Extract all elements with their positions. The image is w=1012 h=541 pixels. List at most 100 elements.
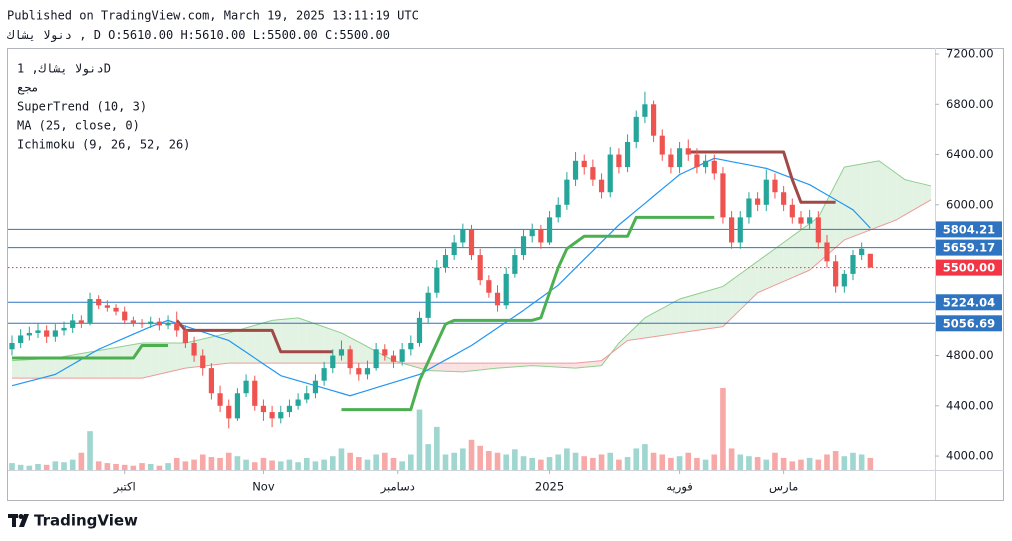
level-label: 5224.04	[943, 295, 995, 309]
volume-bar	[147, 463, 154, 470]
cloud-segment	[116, 346, 125, 379]
volume-bar	[503, 454, 509, 470]
cloud-segment	[783, 236, 793, 282]
volume-bar	[61, 462, 67, 470]
volume-bar	[564, 448, 570, 470]
candle-body	[755, 198, 761, 205]
open-value: O:5610.00	[108, 28, 173, 42]
candle-body	[512, 255, 518, 274]
volume-bar	[815, 459, 822, 470]
volume-bar	[841, 456, 848, 470]
volume-bar	[642, 444, 648, 470]
volume-bar	[217, 457, 223, 470]
candle-body	[278, 412, 284, 419]
cloud-segment	[462, 363, 472, 372]
cloud-segment	[55, 356, 65, 379]
volume-bar	[329, 456, 336, 470]
volume-bar	[468, 439, 475, 470]
volume-bar	[35, 463, 41, 470]
cloud-segment	[254, 322, 264, 364]
published-line: Published on TradingView.com, March 19, …	[7, 9, 419, 23]
cloud-segment	[905, 179, 914, 215]
cloud-segment	[575, 362, 585, 369]
candle-body	[139, 322, 145, 325]
cloud-segment	[237, 327, 247, 364]
volume-bar	[347, 452, 353, 470]
volume-bar	[702, 459, 709, 470]
volume-bar	[486, 451, 492, 470]
candle-body	[122, 311, 128, 321]
logo-slash	[19, 514, 29, 527]
volume-bar	[616, 459, 622, 470]
cloud-segment	[81, 352, 91, 379]
cloud-segment	[280, 318, 290, 364]
candle-body	[694, 154, 700, 168]
candle-body	[572, 160, 579, 180]
cloud-segment	[549, 363, 559, 368]
volume-bar	[624, 457, 631, 470]
candle-body	[633, 116, 639, 142]
candle-body	[720, 173, 726, 218]
cloud-segment	[792, 229, 801, 278]
candle-body	[408, 342, 414, 350]
cloud-segment	[662, 303, 671, 336]
cloud-segment	[358, 342, 368, 364]
cloud-segment	[558, 363, 567, 368]
candle-body	[520, 236, 527, 256]
candle-body	[416, 317, 423, 343]
level-label-box	[936, 259, 1002, 276]
volume-bar	[26, 465, 33, 470]
legend-symbol: دنولا يشاك, 1D	[17, 62, 111, 77]
cloud-segment	[861, 162, 871, 234]
cloud-segment	[124, 344, 134, 379]
candle-body	[772, 179, 778, 193]
candle-body	[182, 330, 188, 343]
volume-bar	[243, 459, 249, 470]
supertrend-down	[175, 150, 836, 354]
volume-bar	[538, 459, 544, 470]
candle-body	[96, 299, 102, 306]
cloud-segment	[228, 330, 238, 364]
legend-supertrend: SuperTrend (10, 3)	[17, 100, 147, 114]
candle-body	[546, 217, 553, 243]
cloud-segment	[133, 342, 143, 379]
candle-body	[18, 335, 24, 343]
volume-bar	[121, 464, 128, 470]
candle-body	[451, 242, 457, 256]
y-tick-label: 7200.00	[946, 47, 994, 61]
candle-body	[44, 330, 50, 337]
cloud-segment	[12, 360, 21, 379]
y-tick-label: 6000.00	[946, 197, 994, 211]
cloud-segment	[98, 349, 108, 379]
volume-bar	[416, 409, 423, 470]
volume-bar	[694, 457, 700, 470]
candle-body	[382, 349, 388, 356]
candle-body	[148, 321, 154, 325]
cloud-segment	[688, 293, 697, 332]
x-tick-label: اكتبر	[113, 480, 136, 495]
cloud-segment	[774, 242, 784, 286]
high-value: H:5610.00	[180, 28, 245, 42]
candle-body	[434, 267, 440, 293]
cloud-segment	[592, 360, 602, 367]
legend-ichimoku: Ichimoku (9, 26, 52, 26)	[17, 138, 190, 152]
volume-bar	[303, 457, 310, 470]
candle-body	[841, 273, 847, 287]
candle-body	[312, 380, 319, 394]
y-tick-label: 6400.00	[946, 147, 994, 161]
cloud-segment	[566, 363, 576, 369]
cloud-segment	[879, 160, 888, 227]
volume-bar	[711, 454, 718, 470]
candle-body	[26, 332, 32, 336]
cloud-segment	[263, 320, 273, 364]
volume-bar	[850, 452, 856, 470]
y-tick-label: 4000.00	[946, 449, 994, 463]
candle-body	[104, 305, 110, 308]
candle-body	[200, 355, 206, 369]
volume-bar	[356, 457, 362, 470]
volume-bar	[408, 454, 414, 470]
volume-bar	[598, 454, 605, 470]
candle-body	[286, 405, 293, 413]
moving-average	[11, 157, 871, 397]
volume-bar	[867, 457, 874, 470]
